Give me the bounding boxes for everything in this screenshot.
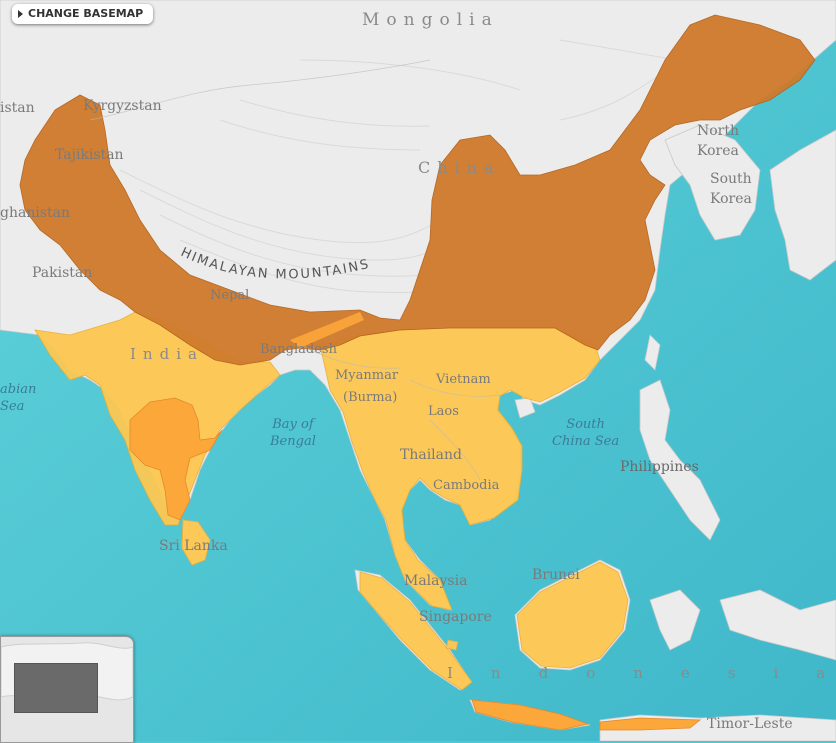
country-label-cambodia: Cambodia [433, 478, 500, 493]
country-label-vietnam: Vietnam [436, 372, 491, 387]
country-label-north-korea-1: North [697, 123, 740, 139]
water-label-bay-of-bengal-line-2: Bengal [270, 434, 316, 449]
country-label-sri-lanka: Sri Lanka [159, 538, 228, 554]
country-label-south-korea-2: Korea [710, 191, 752, 207]
country-label-thailand: Thailand [400, 447, 462, 463]
country-label-mongolia: Mongolia [362, 10, 499, 30]
country-label-nepal: Nepal [210, 288, 250, 303]
country-label-india: India [130, 345, 204, 363]
country-label-afghanistan-partial: ghanistan [0, 205, 70, 221]
country-label-pakistan: Pakistan [32, 265, 93, 281]
country-label-north-korea-2: Korea [697, 143, 739, 159]
country-label-kazakhstan-partial: istan [0, 100, 35, 116]
water-label-south-china-sea: South China Sea [552, 416, 619, 450]
country-label-kyrgyzstan: Kyrgyzstan [83, 98, 162, 114]
overview-extent-box[interactable] [14, 663, 98, 713]
water-label-arabian-sea: abian Sea [0, 381, 36, 415]
country-label-laos: Laos [428, 404, 459, 419]
water-label-south-china-sea-line-1: South [566, 417, 605, 432]
range-dark[interactable] [19, 14, 816, 366]
overview-map[interactable] [0, 636, 134, 743]
country-label-south-korea-1: South [710, 171, 752, 187]
range-wedge [290, 312, 364, 348]
play-icon [18, 10, 23, 18]
country-label-tajikistan: Tajikistan [55, 147, 124, 163]
change-basemap-button[interactable]: CHANGE BASEMAP [12, 4, 154, 24]
water-label-bay-of-bengal: Bay of Bengal [270, 416, 316, 450]
range-medium[interactable] [129, 397, 702, 731]
country-label-singapore: Singapore [419, 609, 492, 625]
water-label-south-china-sea-line-2: China Sea [552, 434, 620, 449]
country-label-myanmar-1: Myanmar [335, 368, 399, 383]
water-label-arabian-sea-line-1: abian [0, 382, 37, 397]
water-label-arabian-sea-line-2: Sea [0, 399, 25, 414]
country-label-indonesia: Indonesia [447, 664, 836, 682]
country-label-philippines: Philippines [620, 459, 699, 475]
borders-layer [89, 59, 501, 481]
change-basemap-label: CHANGE BASEMAP [28, 7, 144, 20]
country-label-china: China [418, 158, 501, 177]
country-label-malaysia: Malaysia [404, 573, 468, 589]
country-label-myanmar-2: (Burma) [343, 390, 398, 405]
country-label-timor-leste: Timor-Leste [707, 716, 793, 732]
water-label-bay-of-bengal-line-1: Bay of [272, 417, 314, 432]
country-label-brunei: Brunei [532, 567, 580, 583]
country-label-bangladesh: Bangladesh [260, 342, 337, 357]
